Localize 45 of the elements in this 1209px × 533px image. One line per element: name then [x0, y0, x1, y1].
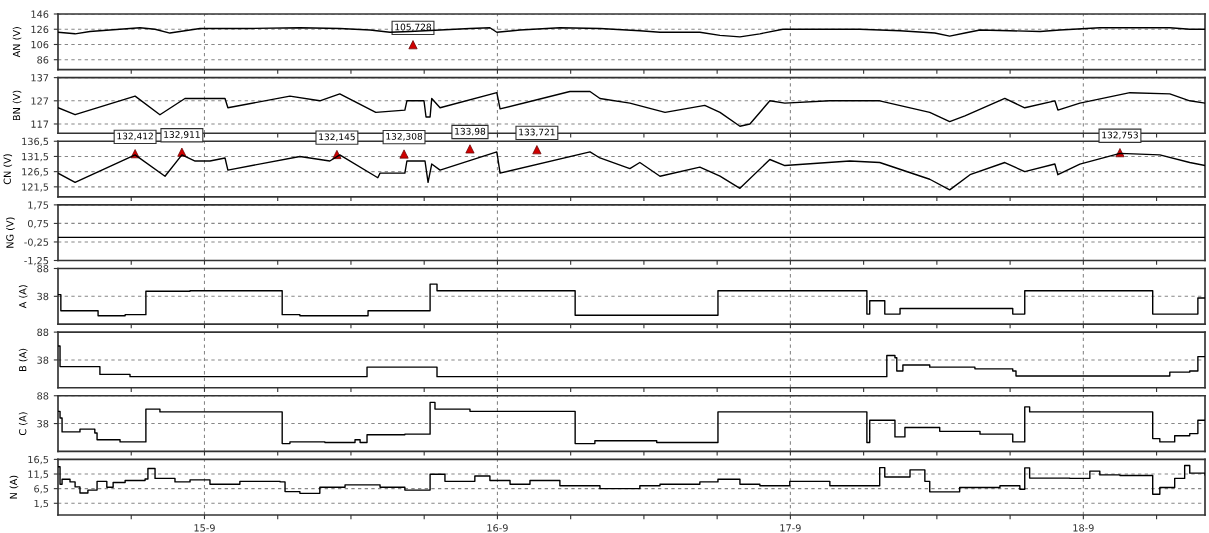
x-tick-label: 15-9: [194, 524, 215, 532]
y-axis-title: N (A): [9, 475, 19, 499]
y-tick-label: -1,25: [24, 256, 49, 266]
y-tick-label: 126,5: [22, 168, 49, 177]
y-tick-label: 1,75: [28, 201, 49, 210]
y-axis-title: AN (V): [12, 27, 22, 58]
y-axis-title: C (A): [18, 412, 28, 436]
y-tick-label: 136,5: [22, 137, 49, 147]
y-tick-label: 16,5: [28, 455, 49, 465]
annotation: 133,721: [519, 128, 555, 137]
y-axis-title: CN (V): [3, 154, 13, 185]
y-tick-label: 88: [37, 328, 49, 336]
y-tick-label: 0,75: [27, 219, 49, 229]
y-axis-title: B (A): [18, 348, 28, 371]
annotation: 132,412: [117, 132, 153, 141]
x-tick-label: 17-9: [780, 524, 801, 532]
y-tick-label: 127: [31, 97, 49, 105]
y-axis-title: BN (V): [12, 90, 22, 121]
x-tick-label: 18-9: [1073, 524, 1094, 532]
annotation: 132,911: [164, 131, 200, 139]
annotation: 105,728: [395, 23, 432, 32]
y-tick-label: 1,5: [34, 499, 49, 509]
y-tick-label: 106: [31, 40, 49, 49]
y-tick-label: 38: [37, 292, 49, 301]
x-tick-label: 16-9: [487, 524, 508, 532]
y-tick-label: 137: [31, 74, 49, 82]
annotation: 133,98: [455, 127, 486, 136]
y-tick-label: -0,25: [24, 238, 49, 247]
y-tick-label: 117: [31, 120, 49, 128]
y-tick-label: 38: [37, 356, 49, 364]
y-tick-label: 121,5: [22, 183, 49, 192]
y-tick-label: 86: [37, 56, 49, 64]
y-tick-label: 126: [31, 25, 49, 34]
y-tick-label: 131,5: [22, 152, 49, 162]
y-axis-title: A (A): [18, 285, 28, 309]
annotation: 132,308: [386, 132, 423, 141]
y-tick-label: 146: [31, 10, 49, 18]
y-tick-label: 11,5: [28, 470, 49, 479]
y-tick-label: 88: [37, 392, 49, 400]
annotation: 132,145: [319, 133, 355, 142]
y-tick-label: 38: [37, 420, 49, 428]
y-axis-title: NG (V): [6, 217, 15, 248]
annotation: 132,753: [1102, 131, 1138, 140]
y-tick-label: 6,5: [34, 485, 49, 494]
y-tick-label: 88: [37, 264, 49, 273]
